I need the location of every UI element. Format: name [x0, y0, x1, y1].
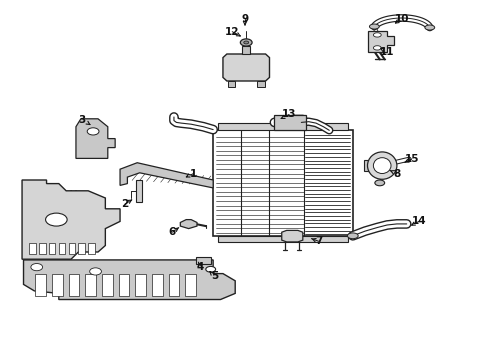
Bar	[218, 123, 348, 130]
Polygon shape	[282, 230, 303, 242]
Polygon shape	[120, 163, 213, 188]
Polygon shape	[368, 31, 394, 52]
Text: 10: 10	[394, 14, 409, 24]
Ellipse shape	[369, 24, 379, 29]
Bar	[52, 274, 63, 296]
Ellipse shape	[375, 180, 385, 186]
Polygon shape	[76, 119, 115, 158]
Bar	[69, 274, 79, 296]
Bar	[39, 243, 46, 254]
Bar	[35, 274, 46, 296]
Text: 15: 15	[404, 154, 419, 164]
Bar	[169, 274, 179, 296]
Text: 8: 8	[393, 168, 400, 179]
Bar	[135, 274, 146, 296]
Bar	[196, 257, 211, 264]
Bar	[29, 243, 36, 254]
Ellipse shape	[373, 33, 381, 37]
Ellipse shape	[241, 39, 252, 46]
Text: 1: 1	[190, 168, 197, 179]
Ellipse shape	[425, 25, 435, 30]
Bar	[88, 243, 95, 254]
Bar	[49, 243, 55, 254]
Polygon shape	[223, 54, 270, 81]
Text: 9: 9	[242, 14, 248, 24]
Ellipse shape	[368, 152, 397, 179]
Bar	[185, 274, 196, 296]
Bar	[274, 115, 306, 130]
Bar	[243, 46, 250, 54]
Bar	[85, 274, 96, 296]
Bar	[257, 81, 265, 87]
Polygon shape	[180, 220, 197, 229]
Bar	[228, 81, 235, 87]
Text: 3: 3	[79, 114, 86, 125]
Ellipse shape	[87, 128, 99, 135]
Ellipse shape	[206, 266, 216, 272]
Ellipse shape	[347, 233, 358, 239]
Ellipse shape	[90, 268, 101, 275]
Text: 2: 2	[122, 199, 128, 209]
Text: 14: 14	[412, 216, 426, 226]
Ellipse shape	[244, 41, 249, 44]
Bar	[152, 274, 163, 296]
Bar	[119, 274, 129, 296]
Ellipse shape	[373, 46, 381, 50]
Text: 12: 12	[225, 27, 240, 37]
Text: 7: 7	[315, 236, 322, 246]
Bar	[78, 243, 85, 254]
Text: 13: 13	[282, 109, 296, 120]
Text: 11: 11	[380, 47, 394, 57]
Bar	[102, 274, 113, 296]
Text: 4: 4	[196, 262, 204, 272]
Bar	[69, 243, 75, 254]
Text: 6: 6	[169, 227, 176, 237]
Bar	[59, 243, 65, 254]
Bar	[136, 180, 142, 202]
Text: 5: 5	[211, 271, 218, 282]
Bar	[218, 236, 348, 242]
Bar	[213, 130, 353, 236]
Ellipse shape	[31, 264, 43, 271]
Bar	[364, 160, 371, 171]
Polygon shape	[22, 180, 120, 259]
Ellipse shape	[46, 213, 67, 226]
Polygon shape	[24, 260, 235, 300]
Ellipse shape	[373, 158, 391, 174]
